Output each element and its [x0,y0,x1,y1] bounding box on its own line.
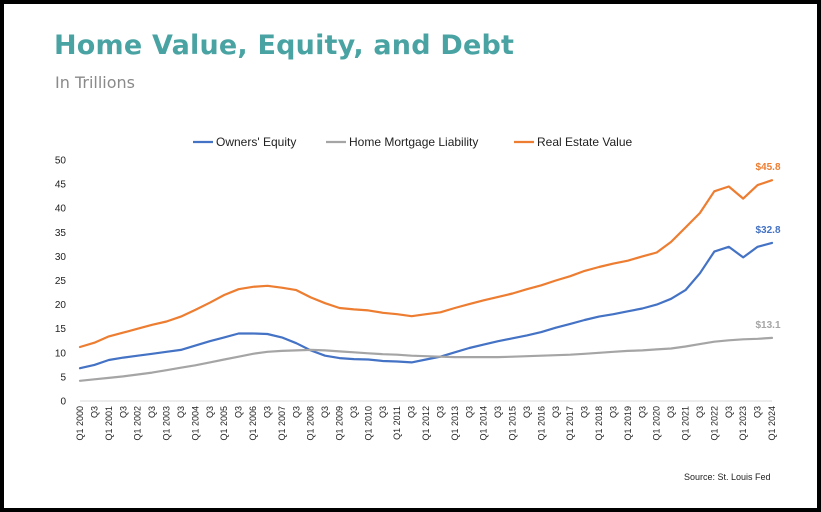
x-tick-label: Q1 2002 [133,406,143,441]
x-tick-label: Q3 [291,406,301,418]
x-tick-label: Q1 2018 [594,406,604,441]
x-tick-label: Q1 2005 [219,406,229,441]
end-label-1: $13.1 [755,320,780,331]
series-lines [78,179,774,382]
x-tick-label: Q3 [724,406,734,418]
chart-subtitle: In Trillions [55,73,135,92]
x-axis-ticks: Q1 2000 Q3 Q1 2001 Q3 Q1 2002 Q3 Q1 2003 Q3 Q1 2… [75,406,777,441]
x-tick-label: Q1 2017 [565,406,575,441]
series-line-2 [78,179,774,349]
series-line-1 [78,336,774,382]
x-tick-label: Q3 [551,406,561,418]
x-tick-label: Q1 2015 [508,406,518,441]
x-tick-label: Q1 2010 [363,406,373,441]
end-label-0: $32.8 [755,225,780,236]
x-tick-label: Q3 [464,406,474,418]
y-tick-label: 40 [55,204,67,215]
y-tick-label: 25 [55,276,67,287]
end-label-2: $45.8 [755,162,780,173]
x-tick-label: Q1 2016 [536,406,546,441]
x-tick-label: Q1 2003 [162,406,172,441]
end-labels: $32.8 $13.1 $45.8 [755,162,780,331]
legend: Owners' Equity Home Mortgage Liability Rea… [193,135,632,149]
x-tick-label: Q3 [666,406,676,418]
y-tick-label: 45 [55,180,67,191]
x-tick-label: Q1 2009 [335,406,345,441]
series-line-0 [78,241,774,370]
y-tick-label: 15 [55,324,67,335]
y-tick-label: 5 [60,372,66,383]
x-tick-label: Q3 [637,406,647,418]
x-tick-label: Q3 [262,406,272,418]
x-tick-label: Q3 [378,406,388,418]
y-tick-label: 50 [55,156,67,167]
x-tick-label: Q1 2023 [738,406,748,441]
x-tick-label: Q1 2012 [421,406,431,441]
legend-label-1: Home Mortgage Liability [349,135,478,149]
x-tick-label: Q1 2014 [479,406,489,441]
x-tick-label: Q3 [522,406,532,418]
legend-label-0: Owners' Equity [216,135,296,149]
x-tick-label: Q3 [435,406,445,418]
legend-label-2: Real Estate Value [537,135,632,149]
x-tick-label: Q1 2021 [681,406,691,441]
x-tick-label: Q1 2019 [623,406,633,441]
y-tick-label: 20 [55,300,67,311]
x-tick-label: Q3 [753,406,763,418]
chart-title: Home Value, Equity, and Debt [54,30,515,61]
x-tick-label: Q1 2001 [104,406,114,441]
x-tick-label: Q3 [176,406,186,418]
y-tick-label: 30 [55,252,67,263]
x-tick-label: Q1 2020 [652,406,662,441]
x-tick-label: Q1 2024 [767,406,777,441]
x-tick-label: Q1 2008 [306,406,316,441]
x-tick-label: Q1 2004 [190,406,200,441]
x-tick-label: Q3 [349,406,359,418]
x-tick-label: Q1 2011 [392,406,402,440]
x-tick-label: Q3 [205,406,215,418]
x-tick-label: Q3 [407,406,417,418]
x-tick-label: Q3 [608,406,618,418]
x-tick-label: Q1 2007 [277,406,287,441]
source-note: Source: St. Louis Fed [684,472,771,482]
x-tick-label: Q3 [89,406,99,418]
x-tick-label: Q1 2000 [75,406,85,441]
x-tick-label: Q1 2006 [248,406,258,441]
y-axis-ticks: 0 5 10 15 20 25 30 35 40 45 50 [55,156,67,408]
x-tick-label: Q3 [695,406,705,418]
y-tick-label: 0 [60,397,66,408]
x-tick-label: Q3 [118,406,128,418]
x-tick-label: Q3 [147,406,157,418]
x-tick-label: Q3 [234,406,244,418]
x-tick-label: Q1 2013 [450,406,460,441]
y-tick-label: 10 [55,348,67,359]
x-tick-label: Q3 [320,406,330,418]
y-tick-label: 35 [55,228,67,239]
x-tick-label: Q1 2022 [709,406,719,441]
x-tick-label: Q3 [580,406,590,418]
x-tick-label: Q3 [493,406,503,418]
